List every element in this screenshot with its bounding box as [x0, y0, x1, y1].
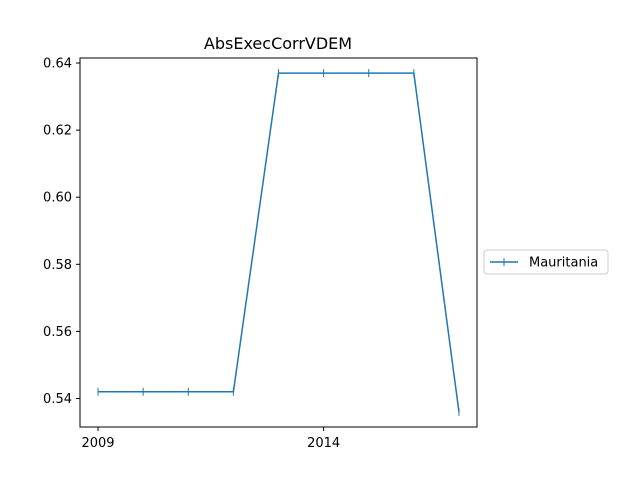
- legend-label: Mauritania: [529, 256, 598, 271]
- y-tick-label: 0.64: [43, 57, 72, 72]
- plot-area: [79, 57, 478, 428]
- series-layer: [97, 69, 460, 416]
- chart-title: AbsExecCorrVDEM: [204, 34, 352, 53]
- y-tick-label: 0.62: [43, 124, 72, 139]
- x-axis: 2009 2014: [81, 427, 340, 451]
- x-tick-label: 2009: [81, 436, 114, 451]
- x-tick-label: 2014: [307, 436, 340, 451]
- y-tick-label: 0.58: [43, 258, 72, 273]
- series-line: [98, 72, 460, 412]
- y-tick-label: 0.60: [43, 191, 72, 206]
- y-axis: 0.54 0.56 0.58 0.60 0.62 0.64: [43, 57, 80, 407]
- y-tick-label: 0.56: [43, 325, 72, 340]
- legend-frame: [483, 249, 609, 275]
- legend: Mauritania: [483, 249, 609, 275]
- plot-frame: [79, 57, 478, 428]
- y-tick-label: 0.54: [43, 392, 72, 407]
